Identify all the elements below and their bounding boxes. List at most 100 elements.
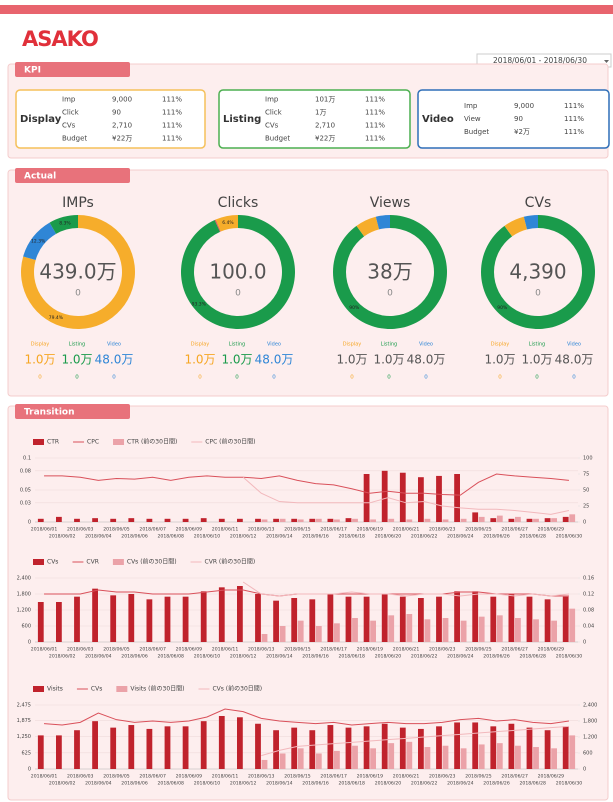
bar	[496, 615, 503, 642]
kpi-value: 101万	[315, 96, 335, 104]
kpi-label: Imp	[464, 102, 478, 110]
legend-label: CVs	[91, 686, 102, 693]
y-tick-label: 1,875	[17, 718, 31, 724]
bar	[55, 735, 62, 769]
bar	[297, 748, 304, 769]
bar	[388, 518, 395, 522]
bar	[291, 727, 298, 769]
bar	[370, 620, 377, 642]
y2-tick-label: 1,800	[583, 719, 597, 725]
x-tick-label: 2018/06/21	[393, 774, 420, 780]
x-tick-label: 2018/06/14	[266, 654, 293, 660]
bar	[345, 727, 352, 769]
bar	[261, 519, 268, 522]
x-tick-label: 2018/06/23	[429, 774, 456, 780]
bar	[417, 477, 424, 522]
y2-tick-label: 75	[583, 472, 589, 478]
x-tick-label: 2018/06/23	[429, 647, 456, 653]
bar	[261, 634, 268, 642]
bar	[110, 727, 117, 769]
bar	[182, 726, 189, 769]
bar	[92, 588, 98, 642]
breakdown-sub: 0	[424, 375, 428, 381]
bar	[442, 618, 449, 642]
bar	[399, 472, 406, 522]
breakdown-value: 1.0万	[484, 353, 515, 367]
kpi-ratio: 111%	[365, 135, 385, 143]
bar	[164, 726, 171, 769]
breakdown-label: Video	[267, 342, 281, 348]
breakdown-value: 1.0万	[61, 353, 92, 367]
breakdown-value: 1.0万	[373, 353, 404, 367]
donut-value: 100.0	[209, 260, 266, 284]
bar	[551, 620, 558, 642]
breakdown-sub: 0	[572, 375, 576, 381]
x-tick-label: 2018/06/15	[284, 647, 311, 653]
section-tab	[15, 404, 130, 419]
bar	[508, 518, 515, 522]
x-tick-label: 2018/06/11	[212, 647, 239, 653]
section-tab	[15, 168, 130, 183]
bar	[544, 599, 551, 642]
x-tick-label: 2018/06/05	[103, 647, 130, 653]
x-tick-label: 2018/06/05	[103, 774, 130, 780]
bar	[515, 745, 521, 769]
x-tick-label: 2018/06/18	[339, 781, 366, 787]
bar	[255, 723, 261, 769]
donut-title: Views	[370, 195, 411, 211]
donut-segment-label: 79.4%	[49, 315, 64, 321]
bar	[146, 599, 153, 642]
bar	[406, 741, 413, 769]
x-tick-label: 2018/06/13	[248, 527, 275, 533]
bar	[110, 595, 117, 642]
breakdown-value: 48.0万	[555, 353, 594, 367]
kpi-ratio: 111%	[564, 115, 584, 123]
x-tick-label: 2018/06/22	[411, 654, 438, 660]
kpi-ratio: 111%	[162, 135, 182, 143]
kpi-value: 1万	[315, 109, 326, 117]
bar	[164, 518, 171, 522]
breakdown-label: Listing	[69, 342, 85, 348]
kpi-label: Imp	[62, 96, 76, 104]
bar	[424, 619, 431, 642]
bar	[146, 518, 153, 522]
x-tick-label: 2018/06/13	[248, 774, 275, 780]
legend-label: CTR	[47, 439, 59, 446]
bar	[478, 516, 485, 522]
breakdown-label: Listing	[229, 342, 245, 348]
bar	[309, 730, 316, 769]
bar	[279, 518, 286, 522]
bar	[569, 735, 576, 769]
bar	[146, 728, 153, 769]
bar	[460, 748, 467, 769]
legend-swatch	[112, 559, 124, 565]
breakdown-sub: 0	[198, 375, 202, 381]
legend-label: Visits	[47, 686, 63, 693]
bar	[255, 594, 261, 642]
breakdown-sub: 0	[387, 375, 391, 381]
bar	[436, 726, 442, 769]
bar	[406, 614, 413, 642]
bar	[454, 591, 460, 642]
bar	[128, 594, 135, 642]
donut-segment	[23, 222, 57, 260]
bar	[460, 620, 467, 642]
bar	[315, 518, 322, 522]
x-tick-label: 2018/06/07	[139, 774, 166, 780]
bar	[309, 518, 316, 522]
bar	[533, 518, 539, 522]
y-tick-label: 2,400	[17, 576, 31, 582]
x-tick-label: 2018/06/12	[230, 781, 257, 787]
legend-label: CVs	[47, 559, 58, 566]
bar	[37, 735, 44, 769]
kpi-value: 2,710	[112, 122, 132, 130]
kpi-label: View	[464, 115, 481, 123]
x-tick-label: 2018/06/28	[520, 534, 547, 540]
bar	[417, 728, 424, 769]
x-tick-label: 2018/06/30	[556, 654, 583, 660]
x-tick-label: 2018/06/07	[139, 647, 166, 653]
x-tick-label: 2018/06/25	[465, 527, 492, 533]
bar	[327, 594, 334, 642]
bar	[454, 722, 460, 769]
